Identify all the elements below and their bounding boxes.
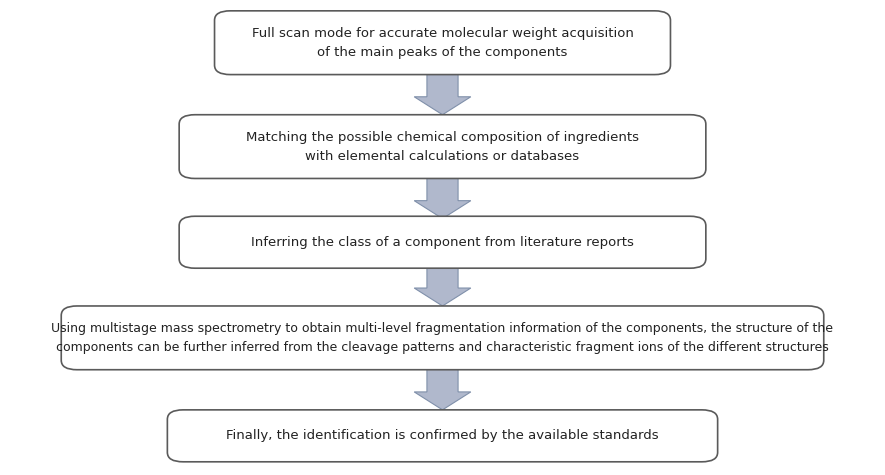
FancyBboxPatch shape (179, 216, 706, 268)
Polygon shape (414, 266, 471, 306)
Text: Inferring the class of a component from literature reports: Inferring the class of a component from … (251, 236, 634, 249)
Text: Matching the possible chemical composition of ingredients
with elemental calcula: Matching the possible chemical compositi… (246, 131, 639, 162)
Polygon shape (414, 367, 471, 410)
FancyBboxPatch shape (179, 115, 706, 179)
Text: Full scan mode for accurate molecular weight acquisition
of the main peaks of th: Full scan mode for accurate molecular we… (251, 27, 634, 59)
FancyBboxPatch shape (214, 11, 671, 75)
Text: Finally, the identification is confirmed by the available standards: Finally, the identification is confirmed… (227, 429, 658, 442)
FancyBboxPatch shape (61, 306, 824, 370)
Text: Using multistage mass spectrometry to obtain multi-level fragmentation informati: Using multistage mass spectrometry to ob… (51, 322, 834, 354)
Polygon shape (414, 176, 471, 218)
FancyBboxPatch shape (167, 410, 718, 462)
Polygon shape (414, 72, 471, 115)
